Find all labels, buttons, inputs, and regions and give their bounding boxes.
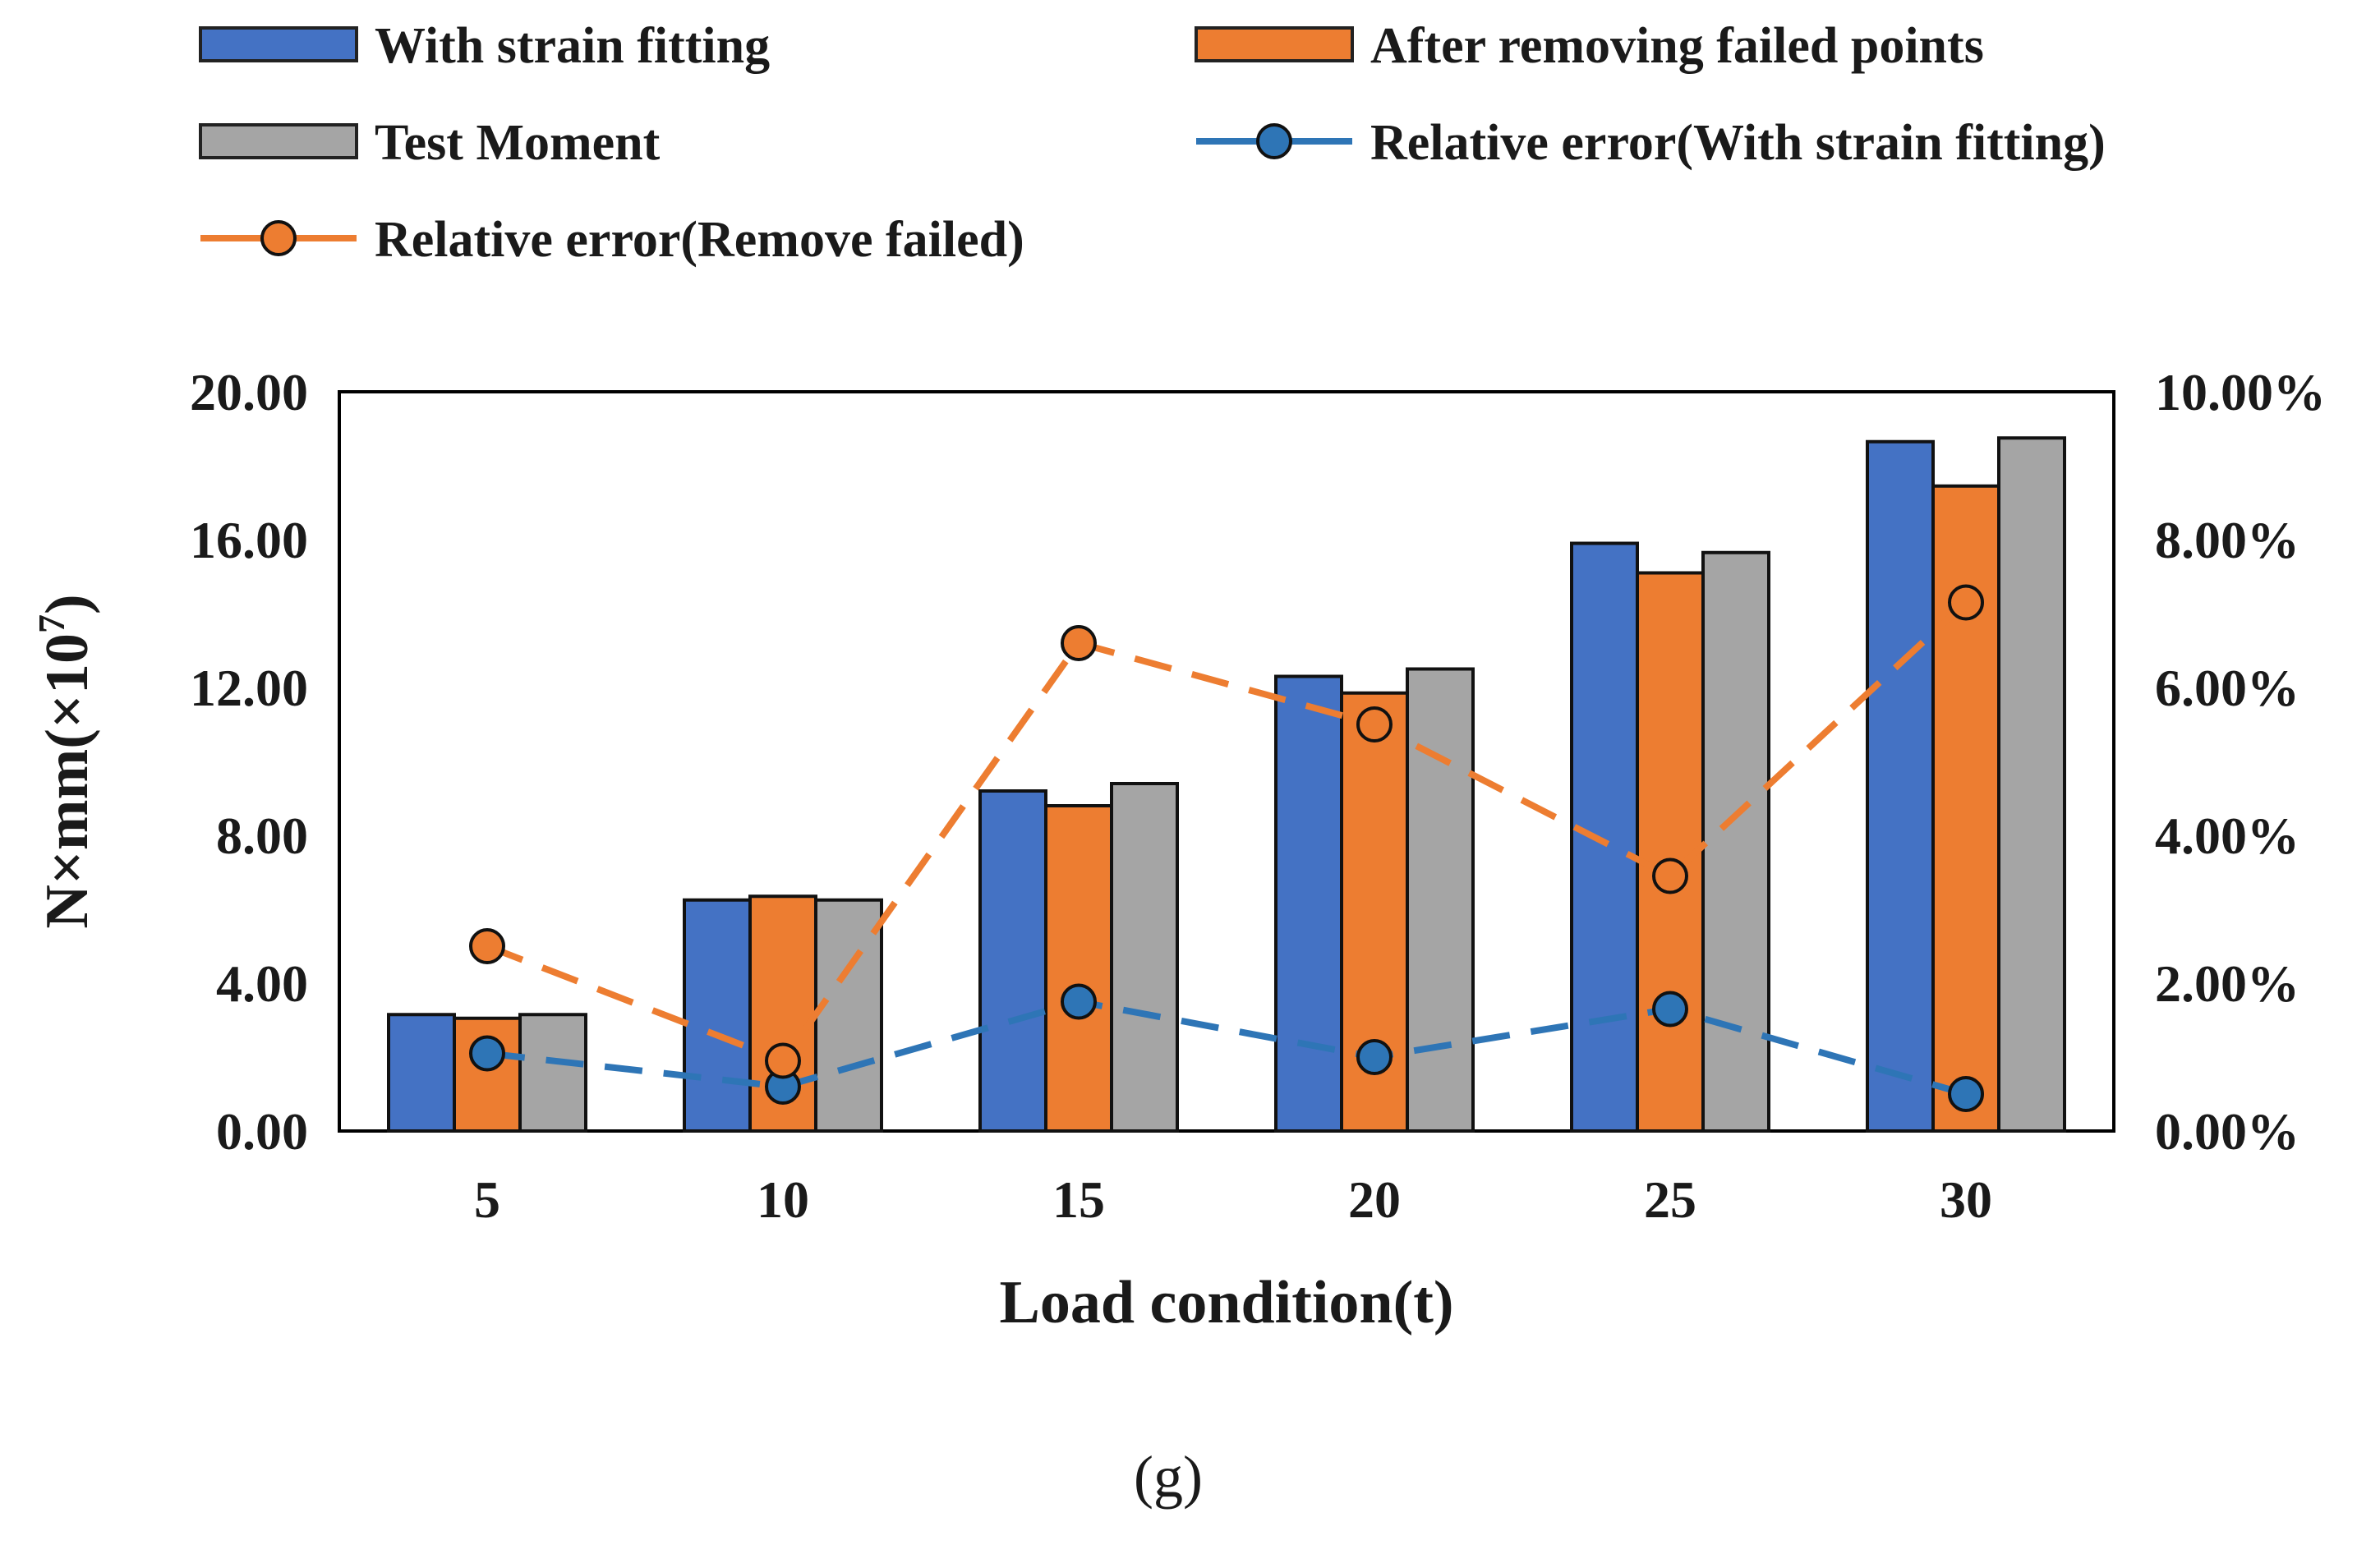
legend-item-after-removing-failed-points: After removing failed points	[1195, 18, 1984, 74]
legend-item-relative-error-remove-failed: Relative error(Remove failed)	[200, 212, 1024, 268]
x-tick-label: 30	[1940, 1170, 1992, 1229]
y-axis-title: N×mm(×107)	[30, 594, 101, 928]
legend-label-test-moment: Test Moment	[375, 115, 661, 171]
y-axis-title-group: N×mm(×107)	[30, 594, 101, 928]
point-relative-error-with-strain-fitting-15	[1061, 983, 1097, 1020]
figure-caption: (g)	[1134, 1444, 1203, 1510]
y-axis-title-close: )	[34, 594, 101, 614]
legend-marker-relative-error-remove-failed	[260, 220, 297, 256]
line-series-group	[469, 584, 1984, 1112]
y2-tick-label: 8.00%	[2155, 511, 2299, 569]
bar-test-moment-5	[518, 1013, 587, 1133]
legend-label-relative-error-with-strain-fitting: Relative error(With strain fitting)	[1370, 115, 2106, 171]
legend-swatch-with-strain-fitting	[199, 26, 358, 62]
y2-tick-label: 6.00%	[2155, 659, 2299, 717]
y-tick-label: 0.00	[216, 1102, 308, 1161]
legend-swatch-after-removing-failed-points	[1195, 26, 1354, 62]
point-relative-error-with-strain-fitting-5	[469, 1035, 505, 1072]
bar-series-group	[387, 436, 2066, 1133]
y-axis-right: 0.00% 2.00% 4.00% 6.00% 8.00% 10.00%	[2155, 363, 2326, 1161]
line-relative-error-with-strain-fitting	[486, 998, 1968, 1097]
x-tick-label: 25	[1644, 1170, 1696, 1229]
y-axis-title-superscript: 7	[30, 614, 72, 633]
bar-after-removing-failed-points-30	[1931, 484, 2000, 1133]
x-axis-title: Load condition(t)	[999, 1269, 1453, 1336]
y-tick-label: 12.00	[190, 659, 308, 717]
bar-with-strain-fitting-15	[978, 789, 1047, 1133]
point-relative-error-remove-failed-10	[765, 1042, 801, 1079]
bar-after-removing-failed-points-15	[1044, 804, 1113, 1133]
bar-with-strain-fitting-5	[387, 1013, 456, 1133]
bar-test-moment-25	[1701, 550, 1770, 1133]
x-tick-label: 5	[474, 1170, 500, 1229]
x-tick-label: 20	[1348, 1170, 1401, 1229]
point-relative-error-remove-failed-20	[1356, 706, 1393, 743]
y2-tick-label: 10.00%	[2155, 363, 2326, 421]
x-tick-label: 15	[1052, 1170, 1105, 1229]
y-axis-left: 0.00 4.00 8.00 12.00 16.00 20.00	[190, 363, 308, 1161]
legend-item-with-strain-fitting: With strain fitting	[199, 18, 770, 74]
x-axis: 5 10 15 20 25 30	[474, 1170, 1992, 1229]
y-tick-label: 4.00	[216, 954, 308, 1013]
y-tick-label: 20.00	[190, 363, 308, 421]
y2-tick-label: 4.00%	[2155, 807, 2299, 865]
legend: With strain fitting After removing faile…	[199, 18, 2106, 268]
legend-swatch-test-moment	[199, 123, 358, 159]
legend-label-relative-error-remove-failed: Relative error(Remove failed)	[375, 212, 1024, 268]
bar-after-removing-failed-points-5	[453, 1016, 522, 1133]
point-relative-error-remove-failed-30	[1948, 584, 1984, 621]
bar-with-strain-fitting-10	[683, 898, 752, 1133]
bar-test-moment-10	[814, 898, 883, 1133]
y2-tick-label: 2.00%	[2155, 954, 2299, 1013]
y2-tick-label: 0.00%	[2155, 1102, 2299, 1161]
bar-test-moment-15	[1110, 782, 1179, 1133]
legend-label-after-removing-failed-points: After removing failed points	[1370, 18, 1984, 74]
bar-test-moment-20	[1406, 667, 1475, 1133]
legend-label-with-strain-fitting: With strain fitting	[375, 18, 770, 74]
legend-item-test-moment: Test Moment	[199, 115, 661, 171]
legend-marker-relative-error-with-strain-fitting	[1256, 123, 1292, 159]
y-tick-label: 16.00	[190, 511, 308, 569]
point-relative-error-remove-failed-25	[1652, 857, 1688, 894]
bar-with-strain-fitting-20	[1274, 674, 1343, 1133]
line-relative-error-remove-failed	[486, 600, 1968, 1065]
bar-test-moment-30	[1997, 436, 2066, 1133]
point-relative-error-with-strain-fitting-25	[1652, 991, 1688, 1028]
plot-area	[338, 390, 2115, 1133]
point-relative-error-with-strain-fitting-20	[1356, 1039, 1393, 1075]
y-tick-label: 8.00	[216, 807, 308, 865]
point-relative-error-with-strain-fitting-30	[1948, 1076, 1984, 1112]
bar-after-removing-failed-points-10	[748, 894, 817, 1133]
point-relative-error-remove-failed-5	[469, 928, 505, 964]
point-relative-error-remove-failed-15	[1061, 625, 1097, 661]
legend-item-relative-error-with-strain-fitting: Relative error(With strain fitting)	[1196, 115, 2106, 171]
bar-with-strain-fitting-25	[1570, 541, 1639, 1133]
y-axis-title-main: N×mm(×10	[34, 633, 101, 929]
bar-with-strain-fitting-30	[1866, 439, 1935, 1133]
x-tick-label: 10	[757, 1170, 809, 1229]
